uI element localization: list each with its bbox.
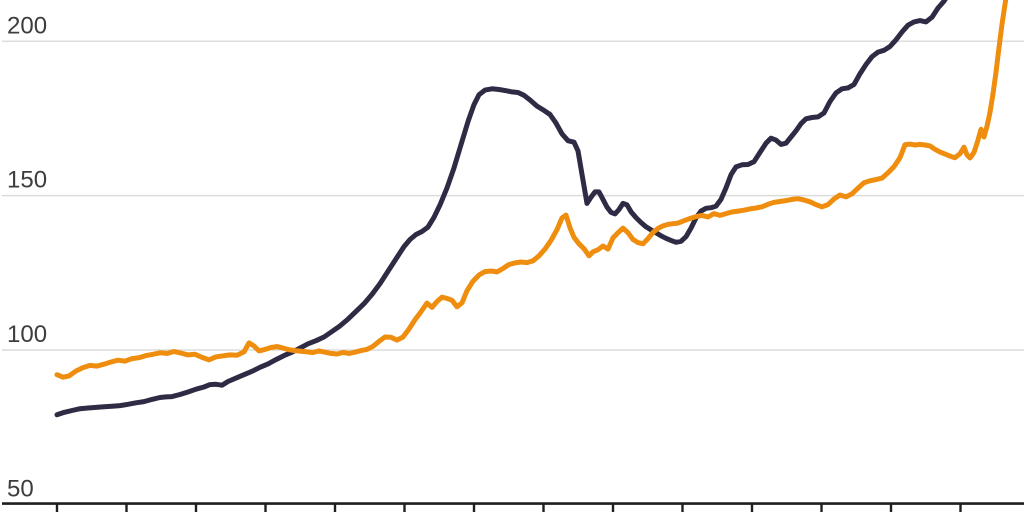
series-2-orange-line [54, 0, 1009, 380]
y-axis-label: 100 [7, 321, 47, 348]
series-1-navy-line [54, 0, 948, 418]
y-axis-label: 150 [7, 167, 47, 194]
y-axis-label: 50 [7, 475, 34, 502]
y-axis-label: 200 [7, 12, 47, 39]
